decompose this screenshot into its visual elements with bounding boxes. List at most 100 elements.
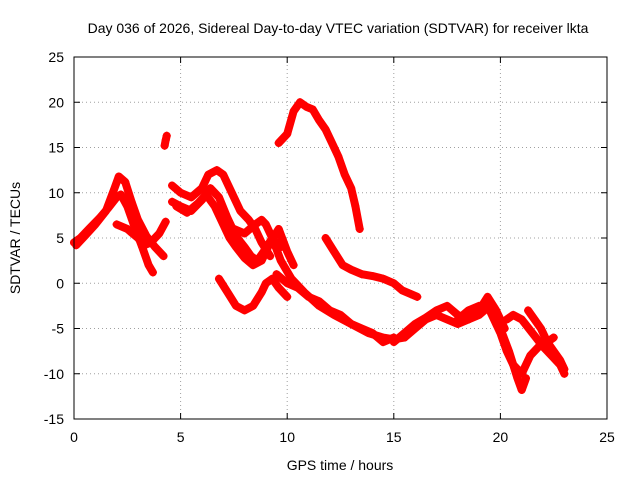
data-point [210, 202, 219, 211]
data-point [340, 170, 349, 179]
data-point [336, 310, 345, 319]
data-point [379, 274, 388, 283]
data-point [509, 360, 518, 369]
x-tick-label: 10 [279, 429, 295, 445]
data-point [453, 315, 462, 324]
data-point [406, 290, 415, 299]
y-tick-label: 20 [48, 94, 64, 110]
data-point [240, 253, 249, 262]
data-point [293, 283, 302, 292]
data-point [351, 202, 360, 211]
data-point [232, 301, 241, 310]
series-arc3 [112, 217, 170, 250]
series-arc4 [160, 131, 171, 150]
y-tick-label: -10 [44, 366, 64, 382]
data-point [347, 184, 356, 193]
data-point [236, 206, 245, 215]
data-point [398, 286, 407, 295]
data-point [321, 125, 330, 134]
data-point [530, 315, 539, 324]
data-point [161, 217, 170, 226]
series-trace [274, 98, 364, 233]
data-point [151, 243, 160, 252]
data-point [283, 292, 292, 301]
data-point [368, 329, 377, 338]
data-point [274, 224, 283, 233]
data-point [543, 338, 552, 347]
data-point [214, 193, 223, 202]
data-point [223, 288, 232, 297]
data-point [123, 224, 132, 233]
data-point [475, 301, 484, 310]
data-point [197, 184, 206, 193]
data-point [142, 232, 151, 241]
data-point [261, 220, 270, 229]
data-point [240, 229, 249, 238]
data-point [229, 224, 238, 233]
data-point [268, 274, 277, 283]
data-point [144, 261, 153, 270]
plot-area [70, 98, 569, 395]
series-trace [214, 274, 292, 315]
data-point [549, 347, 558, 356]
data-point [172, 202, 181, 211]
data-point [464, 315, 473, 324]
data-point [334, 152, 343, 161]
data-point [249, 301, 258, 310]
data-point [289, 261, 298, 270]
data-point [560, 365, 569, 374]
data-point [168, 181, 177, 190]
series-arc17 [524, 306, 569, 374]
data-point [176, 188, 185, 197]
data-point [272, 270, 281, 279]
x-tick-label: 15 [386, 429, 402, 445]
series-arc7 [172, 190, 298, 270]
data-point [355, 224, 364, 233]
tick-labels: 0 5 10 15 20 25 -15 -10 -5 0 5 10 15 20 25 [44, 49, 615, 445]
data-point [347, 265, 356, 274]
data-point [421, 315, 430, 324]
data-point [517, 369, 526, 378]
data-point [257, 238, 266, 247]
data-point [72, 241, 81, 250]
data-point [114, 172, 123, 181]
data-point [475, 310, 484, 319]
data-point [485, 306, 494, 315]
data-point [443, 301, 452, 310]
data-point [219, 170, 228, 179]
data-point [133, 234, 142, 242]
series-arc12 [272, 270, 398, 347]
x-tick-label: 0 [70, 429, 78, 445]
y-axis-label: SDTVAR / TECUs [7, 182, 23, 294]
data-point [502, 315, 511, 324]
data-point [161, 136, 170, 145]
data-point [283, 279, 292, 288]
data-point [556, 356, 565, 365]
data-point [338, 261, 347, 270]
data-point [289, 107, 298, 116]
data-point [413, 292, 422, 301]
series-arc10 [274, 98, 364, 233]
data-point [110, 184, 119, 193]
data-point [325, 306, 334, 315]
x-tick-label: 25 [599, 429, 615, 445]
data-point [116, 190, 125, 199]
data-point [274, 138, 283, 147]
data-point [148, 268, 157, 277]
data-point [502, 347, 511, 356]
data-point [121, 177, 130, 186]
data-point [283, 129, 292, 138]
data-point [91, 220, 100, 229]
data-point [182, 208, 191, 217]
y-tick-label: 15 [48, 140, 64, 156]
data-point [112, 220, 121, 229]
data-point [521, 374, 530, 383]
data-point [257, 288, 266, 297]
data-point [379, 338, 388, 347]
data-point [219, 220, 228, 229]
plot-frame [73, 56, 608, 420]
data-point [304, 292, 313, 301]
y-tick-label: -5 [52, 321, 65, 337]
data-point [357, 270, 366, 279]
